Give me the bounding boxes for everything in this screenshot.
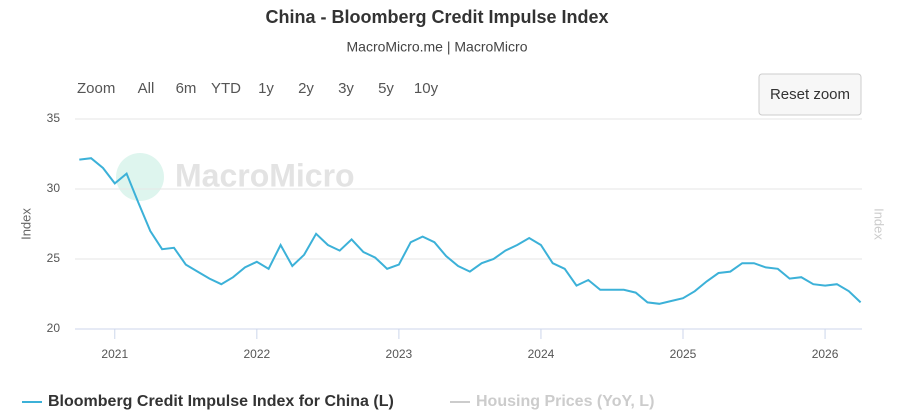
range-button[interactable]: 6m xyxy=(176,80,197,97)
range-button[interactable]: 10y xyxy=(414,80,439,97)
x-tick-label: 2022 xyxy=(243,347,270,361)
y2-axis-label: Index xyxy=(872,208,887,240)
chart-title: China - Bloomberg Credit Impulse Index xyxy=(265,7,608,27)
x-tick-label: 2024 xyxy=(528,347,555,361)
reset-zoom-button[interactable] xyxy=(758,73,862,116)
range-button[interactable]: 2y xyxy=(298,80,314,97)
y-tick-label: 25 xyxy=(47,251,61,265)
y-tick-label: 20 xyxy=(47,321,61,335)
x-tick-label: 2023 xyxy=(386,347,413,361)
y-tick-label: 35 xyxy=(47,111,61,125)
watermark: MacroMicro xyxy=(175,157,355,193)
range-button[interactable]: YTD xyxy=(211,80,241,97)
x-tick-label: 2025 xyxy=(670,347,697,361)
range-button[interactable]: 5y xyxy=(378,80,394,97)
legend-label[interactable]: Bloomberg Credit Impulse Index for China… xyxy=(48,393,394,410)
range-button[interactable]: All xyxy=(138,80,155,97)
range-button[interactable]: 3y xyxy=(338,80,354,97)
chart-subtitle: MacroMicro.me | MacroMicro xyxy=(347,39,528,55)
x-tick-label: 2021 xyxy=(101,347,128,361)
range-label: Zoom xyxy=(77,80,115,97)
y-tick-label: 30 xyxy=(47,181,61,195)
x-tick-label: 2026 xyxy=(812,347,839,361)
legend-label[interactable]: Housing Prices (YoY, L) xyxy=(476,393,654,410)
line-series xyxy=(79,157,862,305)
range-button[interactable]: 1y xyxy=(258,80,274,97)
reset-zoom-label[interactable]: Reset zoom xyxy=(770,86,850,103)
y-axis-label: Index xyxy=(18,208,33,240)
